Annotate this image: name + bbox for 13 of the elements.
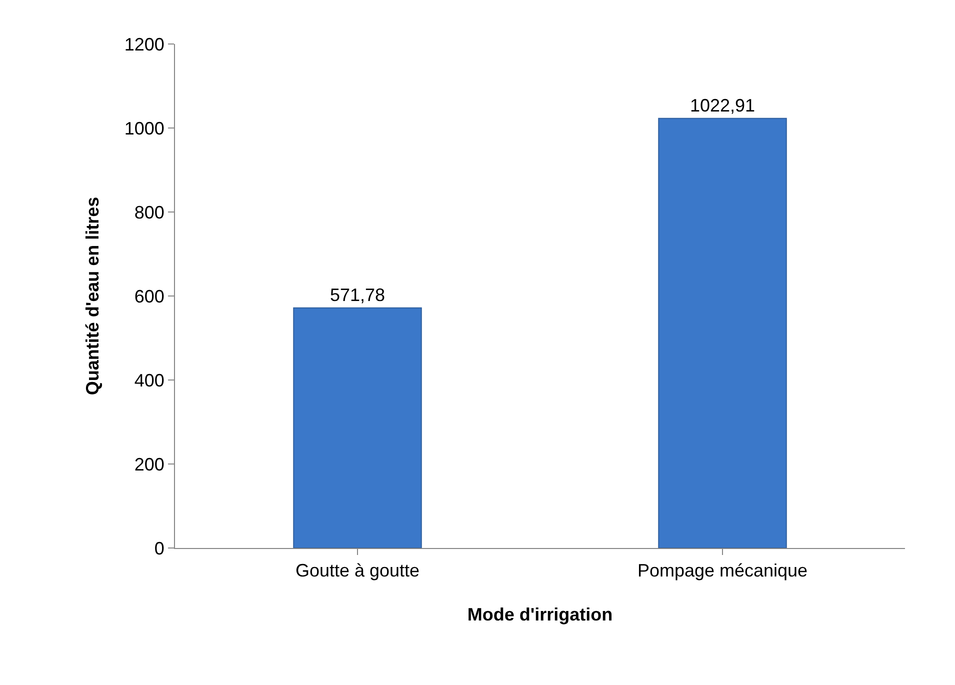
x-tick-label: Pompage mécanique xyxy=(637,560,808,581)
y-tick-label: 0 xyxy=(154,538,164,558)
y-tick-label: 1200 xyxy=(124,34,164,54)
y-tick-label: 800 xyxy=(134,202,164,222)
x-axis-title: Mode d'irrigation xyxy=(467,604,613,625)
data-label: 1022,91 xyxy=(690,95,756,116)
y-axis-title: Quantité d'eau en litres xyxy=(82,196,103,396)
x-tick-label: Goutte à goutte xyxy=(295,560,420,581)
data-label: 571,78 xyxy=(330,284,386,305)
y-tick-label: 400 xyxy=(134,370,164,390)
y-tick-label: 1000 xyxy=(124,118,164,138)
y-tick-label: 200 xyxy=(134,454,164,474)
y-tick-label: 600 xyxy=(134,286,164,306)
